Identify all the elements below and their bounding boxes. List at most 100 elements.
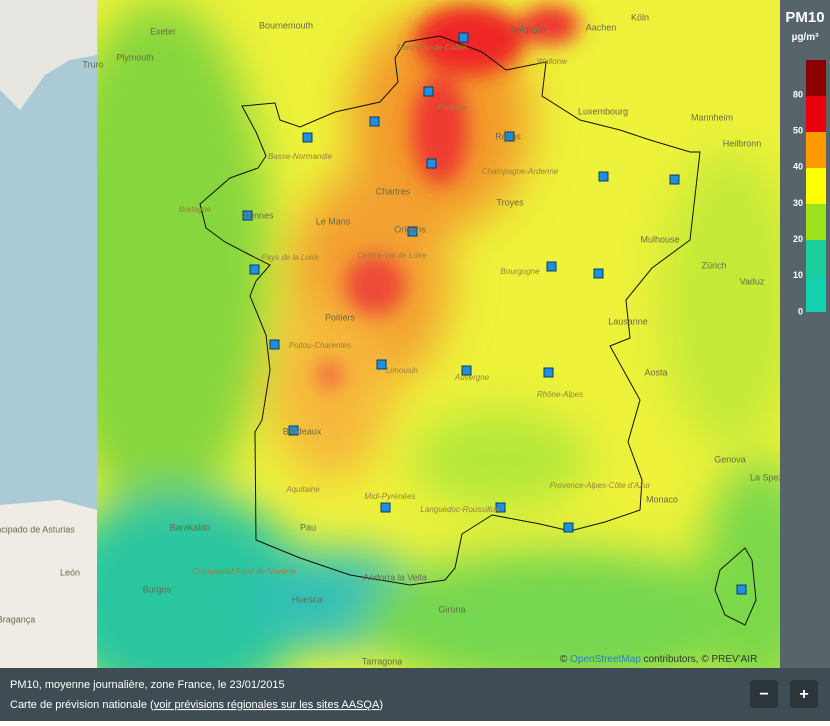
legend-tick-label: 80	[793, 89, 803, 99]
region-label: Centre-Val de Loire	[357, 251, 427, 260]
city-label: Bragança	[0, 614, 35, 624]
legend-color	[806, 240, 826, 276]
city-label: Girona	[438, 604, 465, 614]
station[interactable]	[423, 86, 434, 97]
france-border	[199, 35, 701, 586]
station[interactable]	[269, 339, 280, 350]
city-label: Monaco	[646, 494, 678, 504]
region-label: Champagne-Ardenne	[482, 167, 559, 176]
city-label: Aosta	[644, 367, 667, 377]
station[interactable]	[461, 365, 472, 376]
zoom-out-icon: −	[759, 686, 768, 703]
footer	[0, 668, 830, 721]
region-label: Auvergne	[454, 373, 490, 382]
station[interactable]	[598, 171, 609, 182]
station[interactable]	[249, 264, 260, 275]
station[interactable]	[543, 367, 554, 378]
legend-tick-label: 10	[793, 270, 803, 280]
city-label: Vaduz	[740, 276, 765, 286]
legend-unit: µg/m³	[792, 32, 820, 43]
legend-tick-label: 40	[793, 162, 803, 172]
land-base	[0, 500, 97, 721]
region-label: Aquitaine	[285, 485, 320, 494]
city-label: Le Mans	[316, 216, 351, 226]
city-label: León	[60, 567, 80, 577]
legend-color	[806, 276, 826, 312]
station[interactable]	[504, 131, 515, 142]
city-label: Genova	[714, 454, 746, 464]
station[interactable]	[563, 522, 574, 533]
region-label: Nord-Pas-de-Calais	[397, 43, 467, 52]
city-label: Tarragona	[362, 656, 403, 666]
city-label: Heilbronn	[723, 138, 762, 148]
region-label: Limousin	[386, 366, 419, 375]
zoom-out-button[interactable]	[750, 680, 778, 708]
city-label: Mannheim	[691, 112, 733, 122]
aasqa-link[interactable]: voir prévisions régionales sur les sites…	[154, 699, 380, 711]
region-label: Bourgogne	[500, 267, 540, 276]
city-label: Troyes	[496, 197, 524, 207]
city-label: Rennes	[242, 210, 274, 220]
city-label: Luxembourg	[578, 106, 628, 116]
city-label: Mulhouse	[640, 234, 679, 244]
region-label: Basse-Normandie	[268, 152, 333, 161]
city-label: Huesca	[292, 594, 323, 604]
legend-tick-label: 50	[793, 126, 803, 136]
region-label: Midi-Pyrénées	[364, 492, 415, 501]
station[interactable]	[546, 261, 557, 272]
region-label: Provence-Alpes-Côte d'Azur	[550, 481, 651, 490]
region-label: Picardie	[438, 103, 467, 112]
city-label: Reims	[495, 131, 521, 141]
city-label: Aachen	[586, 22, 617, 32]
station[interactable]	[458, 32, 469, 43]
city-label: Köln	[631, 12, 649, 22]
region-label: Comunidad Foral de Navarra	[192, 567, 296, 576]
legend-color	[806, 132, 826, 168]
city-label: Bordeaux	[283, 426, 322, 436]
stations	[242, 32, 747, 595]
city-label: Poitiers	[325, 312, 356, 322]
city-label: Bournemouth	[259, 20, 313, 30]
station[interactable]	[736, 584, 747, 595]
legend-color	[806, 204, 826, 240]
station[interactable]	[593, 268, 604, 279]
city-label: Belgique	[510, 24, 545, 34]
station[interactable]	[242, 210, 253, 221]
station[interactable]	[376, 359, 387, 370]
pollution-layer	[97, 0, 780, 668]
legend-color	[806, 96, 826, 132]
legend-scale: 80 50 40 30 20 10 0	[793, 60, 826, 316]
footer-line2: Carte de prévision nationale (voir prévi…	[10, 699, 383, 711]
osm-link[interactable]: OpenStreetMap	[570, 654, 641, 665]
footer-line1: PM10, moyenne journalière, zone France, …	[10, 679, 285, 691]
station[interactable]	[288, 425, 299, 436]
station[interactable]	[407, 226, 418, 237]
legend-color	[806, 60, 826, 96]
city-label: Lausanne	[608, 316, 648, 326]
station[interactable]	[669, 174, 680, 185]
city-label: Principado de Asturias	[0, 524, 75, 534]
land-base	[0, 0, 97, 110]
city-label: Barakaldo	[170, 522, 211, 532]
legend-color	[806, 168, 826, 204]
station[interactable]	[302, 132, 313, 143]
region-label: Languedoc-Roussillon	[420, 505, 500, 514]
city-label: Chartres	[376, 186, 411, 196]
city-label: Andorra la Vella	[363, 572, 427, 582]
legend-title: PM10	[785, 9, 824, 26]
attribution: © OpenStreetMap contributors, © PREV'AIR	[560, 654, 757, 665]
station[interactable]	[495, 502, 506, 513]
city-label: Orléans	[394, 224, 426, 234]
region-label: Rhône-Alpes	[537, 390, 583, 399]
place-labels: Truro Plymouth Exeter Bournemouth Nord-Pas-d…	[0, 12, 790, 690]
region-label: Bretagne	[179, 205, 212, 214]
station[interactable]	[369, 116, 380, 127]
city-label: Truro	[82, 59, 103, 69]
zoom-in-button[interactable]	[790, 680, 818, 708]
station[interactable]	[380, 502, 391, 513]
city-label: La Spezia	[750, 472, 790, 482]
region-label: Pays de la Loire	[261, 253, 319, 262]
station[interactable]	[426, 158, 437, 169]
